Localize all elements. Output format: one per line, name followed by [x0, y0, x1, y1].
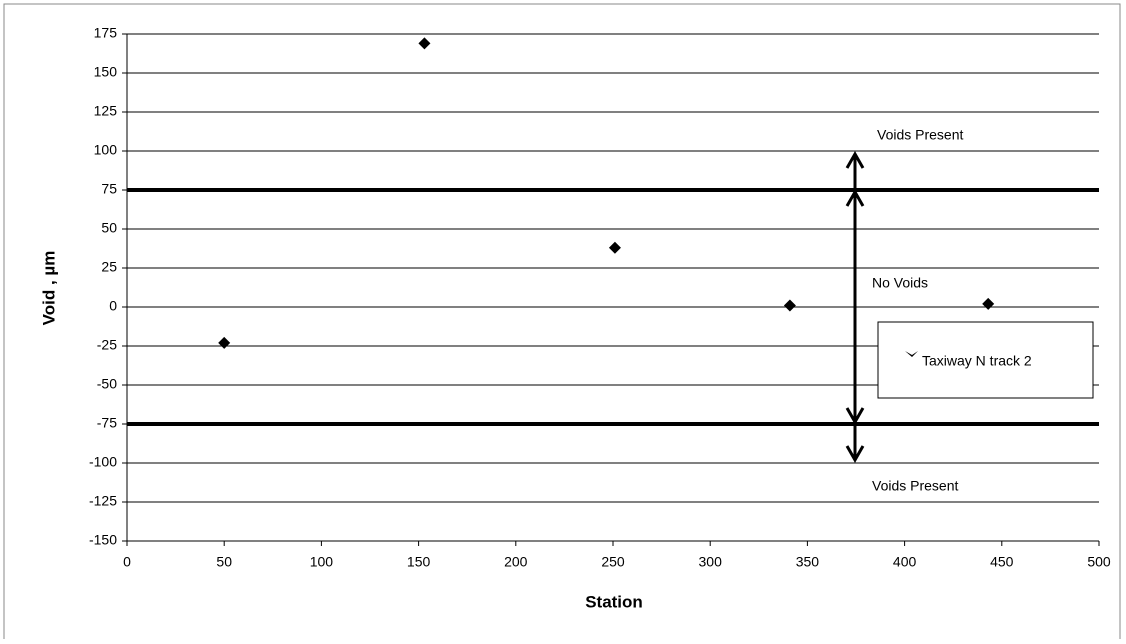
y-tick-label: -125 [89, 493, 117, 509]
y-tick-label: -50 [97, 376, 117, 392]
y-tick-label: 50 [101, 220, 117, 236]
y-tick-label: 175 [94, 25, 118, 41]
y-tick-label: 0 [109, 298, 117, 314]
y-tick-label: 125 [94, 103, 118, 119]
x-tick-label: 250 [601, 554, 625, 570]
x-tick-label: 300 [699, 554, 723, 570]
y-tick-label: 75 [101, 181, 117, 197]
x-tick-label: 450 [990, 554, 1014, 570]
y-tick-label: -150 [89, 532, 117, 548]
y-tick-label: -25 [97, 337, 117, 353]
y-tick-label: -100 [89, 454, 117, 470]
x-tick-label: 500 [1087, 554, 1111, 570]
annotation: No Voids [872, 275, 928, 291]
x-tick-label: 200 [504, 554, 528, 570]
legend-label: Taxiway N track 2 [922, 353, 1032, 369]
y-tick-label: 25 [101, 259, 117, 275]
chart: Station Void , µm -150 -125 -100 -75 -50 -25 0… [0, 0, 1126, 639]
annotation: Voids Present [877, 127, 963, 143]
y-tick-label: 150 [94, 64, 118, 80]
x-tick-label: 350 [796, 554, 820, 570]
x-tick-label: 0 [123, 554, 131, 570]
x-tick-label: 150 [407, 554, 431, 570]
x-axis-title: Station [585, 592, 643, 611]
y-tick-label: 100 [94, 142, 118, 158]
y-axis-title: Void , µm [39, 251, 58, 326]
x-tick-label: 400 [893, 554, 917, 570]
x-tick-label: 50 [216, 554, 232, 570]
annotation: Voids Present [872, 478, 958, 494]
y-tick-label: -75 [97, 415, 117, 431]
x-tick-label: 100 [310, 554, 334, 570]
